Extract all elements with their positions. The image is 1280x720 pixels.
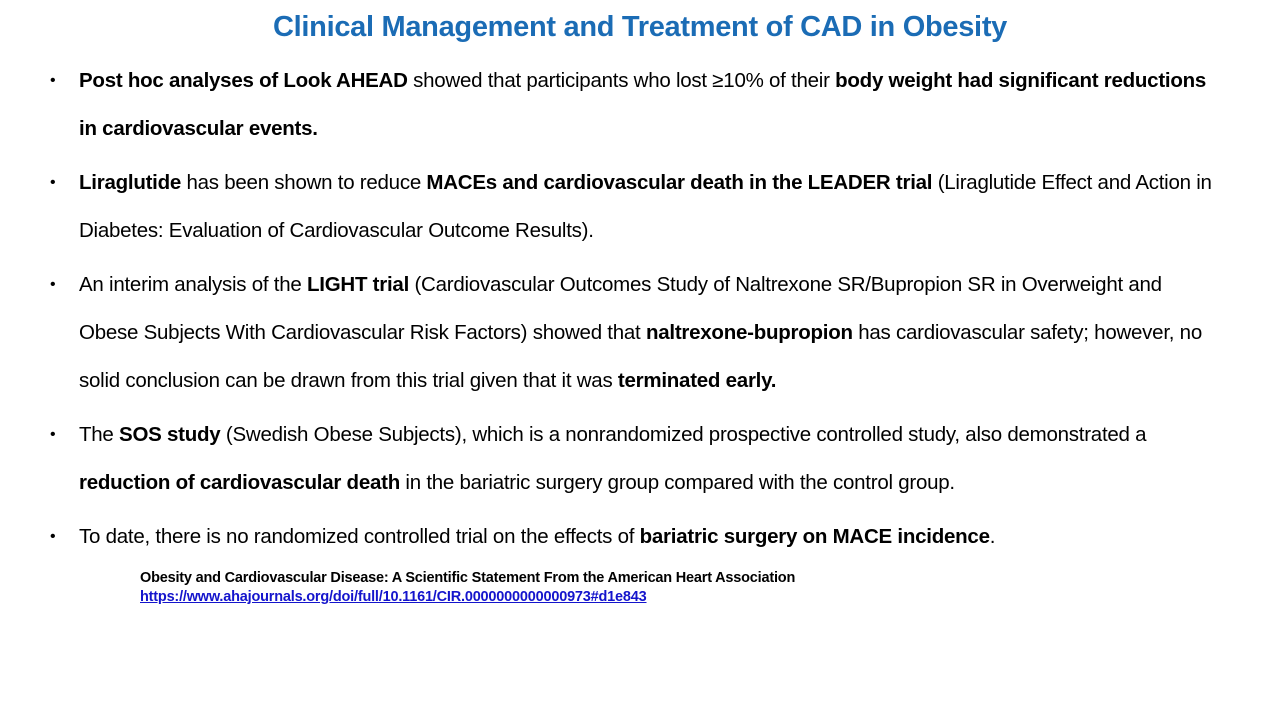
bullet-item: • Liraglutide has been shown to reduce MA… (48, 159, 1216, 255)
bullet-dot: • (50, 72, 56, 89)
text-segment: bariatric surgery on MACE incidence (639, 525, 990, 548)
citation-text: Obesity and Cardiovascular Disease: A Sc… (140, 570, 796, 586)
text-segment: showed that participants who lost ≥10% o… (407, 69, 836, 92)
bullet-item: • An interim analysis of the LIGHT trial … (48, 261, 1216, 405)
text-segment: MACEs and cardiovascular death in the LE… (426, 171, 933, 194)
bullet-item: • To date, there is no randomized control… (48, 513, 1216, 561)
text-segment: has been shown to reduce (181, 171, 427, 194)
text-segment: Liraglutide (79, 171, 182, 194)
bullet-text: Post hoc analyses of Look AHEAD showed t… (79, 69, 1206, 140)
text-segment: LIGHT trial (306, 273, 410, 296)
text-segment: (Swedish Obese Subjects), which is a non… (220, 423, 1147, 446)
bullet-list: • Post hoc analyses of Look AHEAD showed … (48, 57, 1216, 561)
text-segment: naltrexone-bupropion (645, 321, 853, 344)
bullet-item: • The SOS study (Swedish Obese Subjects)… (48, 411, 1216, 507)
text-segment: (Liraglutide Effect and Action in Diabet… (79, 171, 1212, 242)
bullet-text: An interim analysis of the LIGHT trial (… (79, 273, 1202, 392)
slide-title: Clinical Management and Treatment of CAD… (273, 11, 1007, 43)
bullet-dot: • (50, 276, 56, 293)
text-segment: (Cardiovascular Outcomes Study of Naltre… (79, 273, 1162, 344)
bullet-dot: • (50, 174, 56, 191)
text-segment: SOS study (119, 423, 221, 446)
bullet-text: Liraglutide has been shown to reduce MAC… (79, 171, 1212, 242)
citation-link[interactable]: https://www.ahajournals.org/doi/full/10.… (140, 589, 647, 605)
text-segment: An interim analysis of the (79, 273, 307, 296)
text-segment: Post hoc analyses of Look AHEAD (79, 69, 408, 92)
text-segment: To date, there is no randomized controll… (79, 525, 640, 548)
bullet-text: To date, there is no randomized controll… (79, 525, 995, 548)
text-segment: in the bariatric surgery group compared … (399, 471, 955, 494)
bullet-dot: • (50, 528, 56, 545)
bullet-item: • Post hoc analyses of Look AHEAD showed … (48, 57, 1216, 153)
footer: Obesity and Cardiovascular Disease: A Sc… (140, 569, 1280, 607)
text-segment: has cardiovascular safety; however, no s… (79, 321, 1202, 392)
bullet-dot: • (50, 426, 56, 443)
text-segment: . (989, 525, 996, 548)
bullet-text: The SOS study (Swedish Obese Subjects), … (79, 423, 1147, 494)
text-segment: reduction of cardiovascular death (79, 471, 400, 494)
text-segment: body weight had significant reductions i… (79, 69, 1207, 140)
text-segment: The (79, 423, 120, 446)
text-segment: terminated early. (617, 369, 777, 392)
